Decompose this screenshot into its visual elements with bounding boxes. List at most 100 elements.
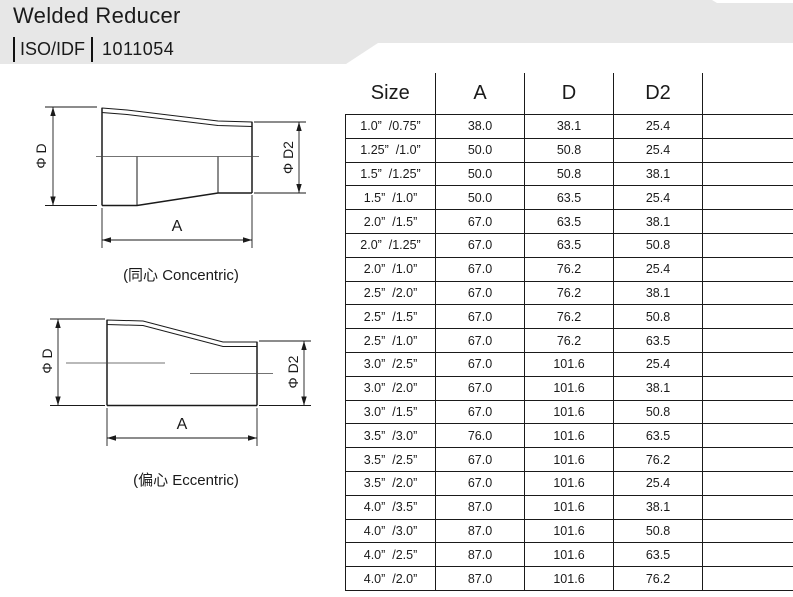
table-cell: 67.0 <box>435 209 525 234</box>
dimension-d: Φ D <box>33 106 97 206</box>
table-row: 2.0” /1.0” 67.0 76.2 25.4 <box>345 256 793 282</box>
table-cell <box>702 232 793 258</box>
table-row: 1.5” /1.0” 50.0 63.5 25.4 <box>345 185 793 211</box>
divider-bar <box>13 37 15 62</box>
table-cell: 101.6 <box>524 351 614 377</box>
table-cell: 101.6 <box>524 447 614 472</box>
table-cell: 2.0” /1.0” <box>345 256 436 282</box>
table-cell: 67.0 <box>435 232 525 258</box>
table-cell <box>702 399 793 425</box>
spec-table: Size A D D2 1.0” /0.75” 38.0 38.1 25.4 1.25” /1… <box>345 73 793 591</box>
table-cell: 1.0” /0.75” <box>345 114 436 139</box>
table-cell: 2.5” /2.0” <box>345 280 436 306</box>
eccentric-caption: (偏心 Eccentric) <box>133 472 239 489</box>
table-row: 3.0” /2.5” 67.0 101.6 25.4 <box>345 351 793 377</box>
table-cell: 25.4 <box>613 470 703 496</box>
table-cell: 25.4 <box>613 351 703 377</box>
table-cell: 2.0” /1.5” <box>345 209 436 234</box>
table-cell: 67.0 <box>435 399 525 425</box>
table-cell: 2.0” /1.25” <box>345 232 436 258</box>
table-cell: 38.1 <box>524 114 614 139</box>
table-cell: 38.1 <box>613 161 703 187</box>
table-row: 2.0” /1.25” 67.0 63.5 50.8 <box>345 232 793 258</box>
dim-label-a: A <box>177 416 188 433</box>
table-cell: 38.0 <box>435 114 525 139</box>
table-cell: 63.5 <box>613 542 703 568</box>
table-row: 3.5” /2.5” 67.0 101.6 76.2 <box>345 447 793 472</box>
table-cell: 63.5 <box>524 185 614 211</box>
standard-label: ISO/IDF <box>20 39 86 59</box>
table-cell: 3.5” /2.5” <box>345 447 436 472</box>
table-row: 3.5” /3.0” 76.0 101.6 63.5 <box>345 423 793 449</box>
table-cell: 76.2 <box>613 566 703 591</box>
table-cell: 101.6 <box>524 470 614 496</box>
table-cell: 76.2 <box>524 280 614 306</box>
spec-table-body: 1.0” /0.75” 38.0 38.1 25.4 1.25” /1.0” 50.0 50… <box>345 114 793 591</box>
table-cell: 101.6 <box>524 566 614 591</box>
table-cell: 1.25” /1.0” <box>345 137 436 163</box>
weld-hatch-band <box>101 107 253 128</box>
dimension-d: Φ D <box>39 318 105 406</box>
table-cell: 67.0 <box>435 470 525 496</box>
table-cell: 101.6 <box>524 494 614 520</box>
table-row: 2.0” /1.5” 67.0 63.5 38.1 <box>345 209 793 234</box>
table-cell <box>702 518 793 544</box>
table-cell: 3.0” /2.5” <box>345 351 436 377</box>
table-cell <box>702 470 793 496</box>
table-cell: 4.0” /2.5” <box>345 542 436 568</box>
table-cell: 101.6 <box>524 518 614 544</box>
table-cell: 3.0” /2.0” <box>345 375 436 401</box>
table-cell: 76.2 <box>613 447 703 472</box>
dimension-a: A <box>101 195 253 248</box>
column-header: Size <box>345 73 436 115</box>
table-cell: 63.5 <box>613 423 703 449</box>
table-cell: 38.1 <box>613 209 703 234</box>
table-cell: 3.5” /2.0” <box>345 470 436 496</box>
table-cell: 63.5 <box>613 328 703 353</box>
concentric-body <box>96 107 259 207</box>
table-cell: 3.0” /1.5” <box>345 399 436 425</box>
table-cell: 4.0” /2.0” <box>345 566 436 591</box>
table-row: 4.0” /3.5” 87.0 101.6 38.1 <box>345 494 793 520</box>
standard-code: 1011054 <box>102 39 175 59</box>
table-cell: 25.4 <box>613 256 703 282</box>
table-cell: 67.0 <box>435 375 525 401</box>
table-cell: 87.0 <box>435 542 525 568</box>
table-cell: 67.0 <box>435 256 525 282</box>
standard-line: ISO/IDF 1011054 <box>13 37 174 62</box>
table-cell: 50.8 <box>524 137 614 163</box>
dim-label-d2: Φ D2 <box>280 141 296 174</box>
table-row: 4.0” /3.0” 87.0 101.6 50.8 <box>345 518 793 544</box>
column-header: D2 <box>613 73 703 115</box>
column-header <box>702 73 793 115</box>
table-cell: 101.6 <box>524 399 614 425</box>
dimension-d2: Φ D2 <box>259 340 311 406</box>
table-row: 2.5” /1.0” 67.0 76.2 63.5 <box>345 328 793 353</box>
table-cell: 87.0 <box>435 518 525 544</box>
table-cell: 87.0 <box>435 494 525 520</box>
table-cell: 50.0 <box>435 137 525 163</box>
weld-hatch-band <box>106 319 258 347</box>
dim-label-d2: Φ D2 <box>285 355 301 388</box>
table-cell: 101.6 <box>524 375 614 401</box>
table-cell: 101.6 <box>524 423 614 449</box>
table-cell: 87.0 <box>435 566 525 591</box>
table-cell <box>702 304 793 330</box>
table-cell: 50.0 <box>435 161 525 187</box>
table-cell: 76.2 <box>524 328 614 353</box>
table-cell: 4.0” /3.5” <box>345 494 436 520</box>
table-row: 2.5” /1.5” 67.0 76.2 50.8 <box>345 304 793 330</box>
table-cell <box>702 280 793 306</box>
dim-label-a: A <box>172 218 183 235</box>
table-cell: 25.4 <box>613 137 703 163</box>
table-row: 3.5” /2.0” 67.0 101.6 25.4 <box>345 470 793 496</box>
table-cell: 67.0 <box>435 304 525 330</box>
eccentric-body <box>66 319 273 407</box>
concentric-caption: (同心 Concentric) <box>123 267 239 284</box>
table-cell: 50.0 <box>435 185 525 211</box>
table-row: 4.0” /2.0” 87.0 101.6 76.2 <box>345 566 793 591</box>
table-cell <box>702 328 793 353</box>
table-cell <box>702 566 793 591</box>
dimension-a: A <box>106 408 258 446</box>
